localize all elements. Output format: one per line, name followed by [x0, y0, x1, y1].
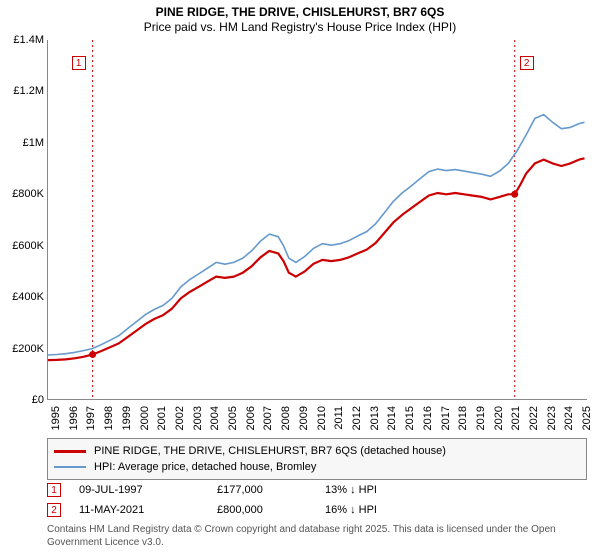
sale-index-box: 2 — [47, 503, 61, 517]
legend-swatch-1 — [54, 450, 86, 453]
x-tick-label: 2002 — [174, 406, 186, 446]
x-tick-label: 1996 — [68, 406, 80, 446]
x-tick-label: 2023 — [546, 406, 558, 446]
sale-marker-2: 2 — [520, 56, 534, 70]
chart-svg — [48, 40, 588, 400]
x-tick-label: 2010 — [316, 406, 328, 446]
sales-table: 1 09-JUL-1997 £177,000 13% ↓ HPI 2 11-MAY-202… — [47, 480, 587, 520]
y-tick-label: £1.4M — [0, 34, 44, 46]
x-tick-label: 2018 — [457, 406, 469, 446]
y-tick-label: £600K — [0, 240, 44, 252]
x-tick-label: 2009 — [298, 406, 310, 446]
x-tick-label: 2005 — [227, 406, 239, 446]
x-tick-label: 1998 — [103, 406, 115, 446]
x-tick-label: 1997 — [85, 406, 97, 446]
x-tick-label: 2019 — [475, 406, 487, 446]
x-tick-label: 2016 — [422, 406, 434, 446]
y-tick-label: £0 — [0, 394, 44, 406]
x-tick-label: 1999 — [121, 406, 133, 446]
x-tick-label: 2011 — [333, 406, 345, 446]
sale-price: £177,000 — [217, 484, 307, 496]
sale-index-box: 1 — [47, 483, 61, 497]
sale-date: 09-JUL-1997 — [79, 484, 199, 496]
sale-row: 1 09-JUL-1997 £177,000 13% ↓ HPI — [47, 480, 587, 500]
x-tick-label: 2020 — [493, 406, 505, 446]
x-tick-label: 2024 — [563, 406, 575, 446]
plot-area — [47, 40, 587, 400]
sale-date: 11-MAY-2021 — [79, 504, 199, 516]
legend-label-2: HPI: Average price, detached house, Brom… — [94, 461, 316, 473]
x-tick-label: 2021 — [510, 406, 522, 446]
x-tick-label: 2022 — [528, 406, 540, 446]
x-tick-label: 2008 — [280, 406, 292, 446]
x-tick-label: 2004 — [209, 406, 221, 446]
y-tick-label: £800K — [0, 188, 44, 200]
x-tick-label: 2013 — [369, 406, 381, 446]
x-tick-label: 2001 — [156, 406, 168, 446]
legend-swatch-2 — [54, 466, 86, 469]
legend-item-2: HPI: Average price, detached house, Brom… — [54, 459, 580, 475]
sale-price: £800,000 — [217, 504, 307, 516]
x-tick-label: 2017 — [440, 406, 452, 446]
sale-marker-1: 1 — [72, 56, 86, 70]
legend-label-1: PINE RIDGE, THE DRIVE, CHISLEHURST, BR7 … — [94, 445, 446, 457]
y-tick-label: £200K — [0, 343, 44, 355]
chart-subtitle: Price paid vs. HM Land Registry's House … — [0, 20, 600, 34]
x-tick-label: 2007 — [262, 406, 274, 446]
x-tick-label: 2000 — [139, 406, 151, 446]
attribution: Contains HM Land Registry data © Crown c… — [47, 524, 587, 549]
sale-row: 2 11-MAY-2021 £800,000 16% ↓ HPI — [47, 500, 587, 520]
x-tick-label: 2015 — [404, 406, 416, 446]
x-tick-label: 2012 — [351, 406, 363, 446]
x-tick-label: 2003 — [192, 406, 204, 446]
x-tick-label: 1995 — [50, 406, 62, 446]
chart-title: PINE RIDGE, THE DRIVE, CHISLEHURST, BR7 … — [0, 0, 600, 20]
x-tick-label: 2006 — [245, 406, 257, 446]
sale-hpi-diff: 16% ↓ HPI — [325, 504, 415, 516]
y-tick-label: £1M — [0, 137, 44, 149]
y-tick-label: £400K — [0, 291, 44, 303]
y-tick-label: £1.2M — [0, 85, 44, 97]
sale-hpi-diff: 13% ↓ HPI — [325, 484, 415, 496]
x-tick-label: 2014 — [386, 406, 398, 446]
x-tick-label: 2025 — [581, 406, 593, 446]
